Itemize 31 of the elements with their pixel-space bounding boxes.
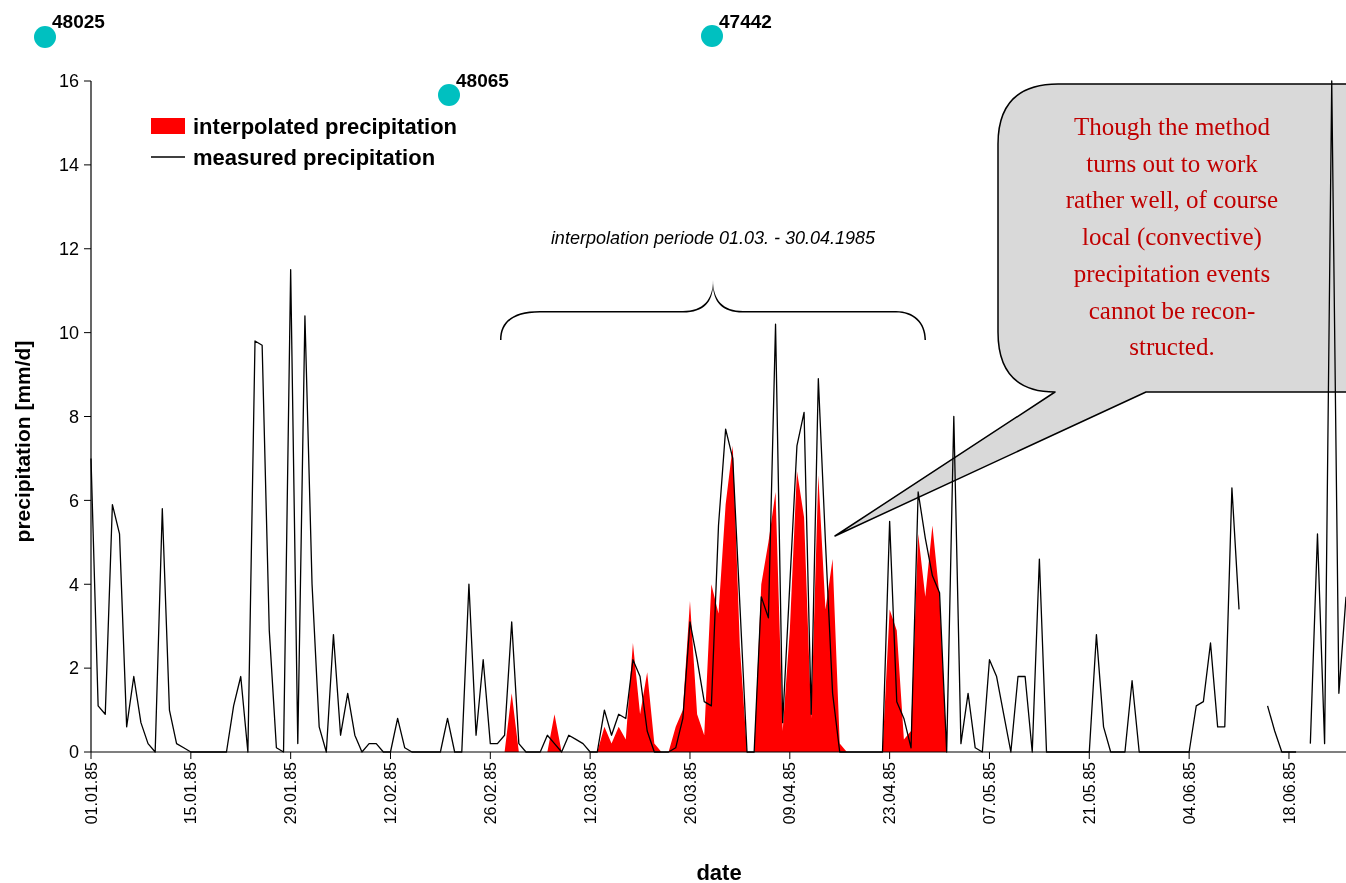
- y-tick-label: 14: [58, 155, 79, 176]
- x-tick-label: 18.06.85: [1280, 761, 1298, 825]
- x-tick-label: 26.02.85: [481, 761, 499, 825]
- x-tick-label: 09.04.85: [781, 761, 799, 825]
- x-tick-label: 04.06.85: [1180, 761, 1198, 825]
- annotation: 48065: [456, 70, 510, 91]
- legend-label: interpolated precipitation: [193, 113, 458, 139]
- y-tick-label: 2: [68, 658, 79, 679]
- x-tick-label: 23.04.85: [881, 761, 899, 825]
- x-tick-label: 29.01.85: [282, 761, 300, 825]
- annotation: Though the method turns out to work rather well, of course local (convective) precipitation events cannot be recon- structed.: [1065, 113, 1279, 361]
- x-tick-label: 12.03.85: [581, 761, 599, 825]
- legend-label: measured precipitation: [193, 144, 436, 170]
- x-tick-label: 07.05.85: [981, 761, 999, 825]
- y-tick-label: 16: [58, 71, 79, 92]
- y-axis-title: precipitation [mm/d]: [11, 340, 34, 543]
- x-axis-title: date: [696, 860, 742, 883]
- y-tick-label: 0: [68, 742, 79, 763]
- x-tick-label: 26.03.85: [681, 761, 699, 825]
- y-tick-label: 4: [68, 574, 79, 595]
- y-tick-label: 6: [68, 490, 79, 511]
- y-tick-label: 10: [58, 322, 79, 343]
- x-tick-label: 01.01.85: [82, 761, 100, 825]
- text: 48025: [52, 11, 106, 32]
- x-tick-label: 12.02.85: [382, 761, 400, 825]
- text: 47442: [719, 11, 772, 32]
- y-tick-label: 12: [58, 239, 79, 260]
- y-tick-label: 8: [68, 406, 79, 427]
- annotation: interpolation periode 01.03. - 30.04.1985: [550, 228, 877, 248]
- x-tick-label: 15.01.85: [182, 761, 200, 825]
- x-tick-label: 21.05.85: [1080, 761, 1098, 825]
